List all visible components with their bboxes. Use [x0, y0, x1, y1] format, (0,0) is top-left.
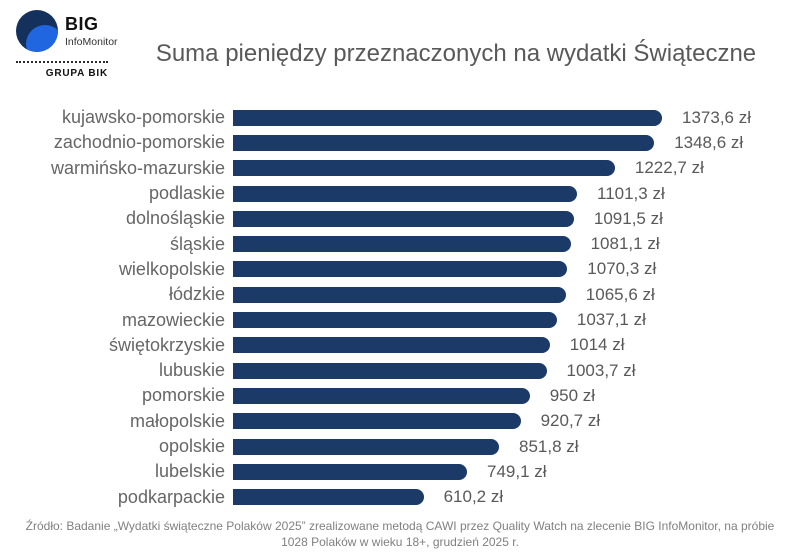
bar — [233, 185, 577, 202]
bar — [233, 210, 574, 227]
bar — [233, 489, 424, 506]
bar-track: 1373,6 zł — [233, 108, 800, 128]
value-label: 1101,3 zł — [597, 183, 665, 203]
bar — [233, 261, 568, 278]
logo-infomonitor-text: InfoMonitor — [65, 35, 118, 48]
chart-row: świętokrzyskie 1014 zł — [0, 333, 800, 358]
chart-row: kujawsko-pomorskie 1373,6 zł — [0, 105, 800, 130]
bar-track: 1070,3 zł — [233, 259, 800, 279]
chart-rows: kujawsko-pomorskie 1373,6 zł zachodnio-p… — [0, 105, 800, 510]
chart-row: zachodnio-pomorskie 1348,6 zł — [0, 130, 800, 155]
source-note: Źródło: Badanie „Wydatki świąteczne Pola… — [25, 519, 775, 550]
value-label: 1091,5 zł — [593, 208, 663, 228]
bar-track: 851,8 zł — [233, 437, 800, 457]
value-label: 1348,6 zł — [674, 132, 744, 152]
bar-track: 1065,6 zł — [233, 285, 800, 305]
big-logo-globe-highlight — [26, 25, 58, 52]
category-label: pomorskie — [141, 385, 225, 406]
bar — [233, 387, 530, 404]
value-label: 851,8 zł — [519, 436, 579, 456]
bar-track: 1101,3 zł — [233, 184, 800, 204]
category-label: lubelskie — [154, 461, 225, 482]
chart-row: warmińsko-mazurskie 1222,7 zł — [0, 156, 800, 181]
value-label: 1065,6 zł — [585, 284, 655, 304]
value-label: 1373,6 zł — [682, 107, 751, 127]
category-label: łódzkie — [168, 284, 225, 305]
logo-big-text: BIG — [65, 14, 99, 34]
bar — [233, 463, 467, 480]
bar — [233, 438, 499, 455]
category-label: lubuskie — [158, 360, 225, 381]
bar — [233, 160, 615, 177]
value-label: 1003,7 zł — [566, 360, 636, 380]
dotted-divider — [16, 61, 108, 63]
category-label: wielkopolskie — [118, 258, 225, 279]
bar-track: 1222,7 zł — [233, 158, 800, 178]
value-label: 1014 zł — [569, 335, 625, 355]
bar — [233, 312, 557, 329]
big-infomonitor-logo: BIG InfoMonitor GRUPA BIK — [16, 10, 118, 79]
value-label: 1037,1 zł — [576, 310, 646, 330]
category-label: opolskie — [158, 436, 225, 456]
category-label: podlaskie — [148, 183, 225, 204]
value-label: 749,1 zł — [487, 461, 547, 481]
value-label: 1070,3 zł — [587, 259, 657, 279]
chart-title: Suma pieniędzy przeznaczonych na wydatki… — [155, 40, 757, 67]
category-label: świętokrzyskie — [108, 334, 225, 355]
chart-row: podkarpackie 610,2 zł — [0, 484, 800, 509]
value-label: 610,2 zł — [443, 487, 504, 507]
chart-row: mazowieckie 1037,1 zł — [0, 307, 800, 332]
bar-track: 950 zł — [233, 386, 800, 406]
category-label: podkarpackie — [117, 486, 225, 507]
big-logo-globe-icon — [16, 10, 58, 52]
bar-track: 1014 zł — [233, 335, 800, 355]
category-label: dolnośląskie — [125, 208, 225, 229]
value-label: 950 zł — [549, 385, 596, 405]
chart-row: wielkopolskie 1070,3 zł — [0, 257, 800, 282]
chart-row: lubuskie 1003,7 zł — [0, 358, 800, 383]
bar — [233, 134, 655, 151]
bar-track: 1348,6 zł — [233, 133, 800, 153]
category-label: śląskie — [169, 233, 225, 254]
bar — [233, 109, 662, 126]
bar-track: 1003,7 zł — [233, 361, 800, 381]
chart-row: śląskie 1081,1 zł — [0, 231, 800, 256]
bar — [233, 337, 550, 354]
header: BIG InfoMonitor GRUPA BIK Suma pieniędzy… — [0, 0, 800, 100]
chart-row: łódzkie 1065,6 zł — [0, 282, 800, 307]
bar — [233, 286, 566, 303]
chart-row: lubelskie 749,1 zł — [0, 459, 800, 484]
chart-row: małopolskie 920,7 zł — [0, 409, 800, 434]
bar-track: 1081,1 zł — [233, 234, 800, 254]
bar-track: 1037,1 zł — [233, 310, 800, 330]
bar-track: 749,1 zł — [233, 462, 800, 482]
category-label: mazowieckie — [121, 309, 225, 330]
bar-track: 920,7 zł — [233, 411, 800, 431]
chart-row: dolnośląskie 1091,5 zł — [0, 206, 800, 231]
category-label: kujawsko-pomorskie — [61, 107, 225, 128]
bar — [233, 413, 521, 430]
category-label: zachodnio-pomorskie — [53, 132, 225, 153]
value-label: 920,7 zł — [540, 411, 601, 431]
bar-track: 610,2 zł — [233, 487, 800, 507]
chart-row: pomorskie 950 zł — [0, 383, 800, 408]
category-label: małopolskie — [129, 410, 225, 431]
bar-track: 1091,5 zł — [233, 209, 800, 229]
value-label: 1081,1 zł — [590, 234, 660, 254]
value-label: 1222,7 zł — [634, 158, 704, 178]
bar-chart: kujawsko-pomorskie 1373,6 zł zachodnio-p… — [0, 105, 800, 510]
bar — [233, 236, 571, 253]
logo-grupa-bik-text: GRUPA BIK — [45, 68, 108, 79]
bar — [233, 362, 547, 379]
category-label: warmińsko-mazurskie — [50, 157, 225, 178]
chart-row: podlaskie 1101,3 zł — [0, 181, 800, 206]
chart-row: opolskie 851,8 zł — [0, 434, 800, 459]
